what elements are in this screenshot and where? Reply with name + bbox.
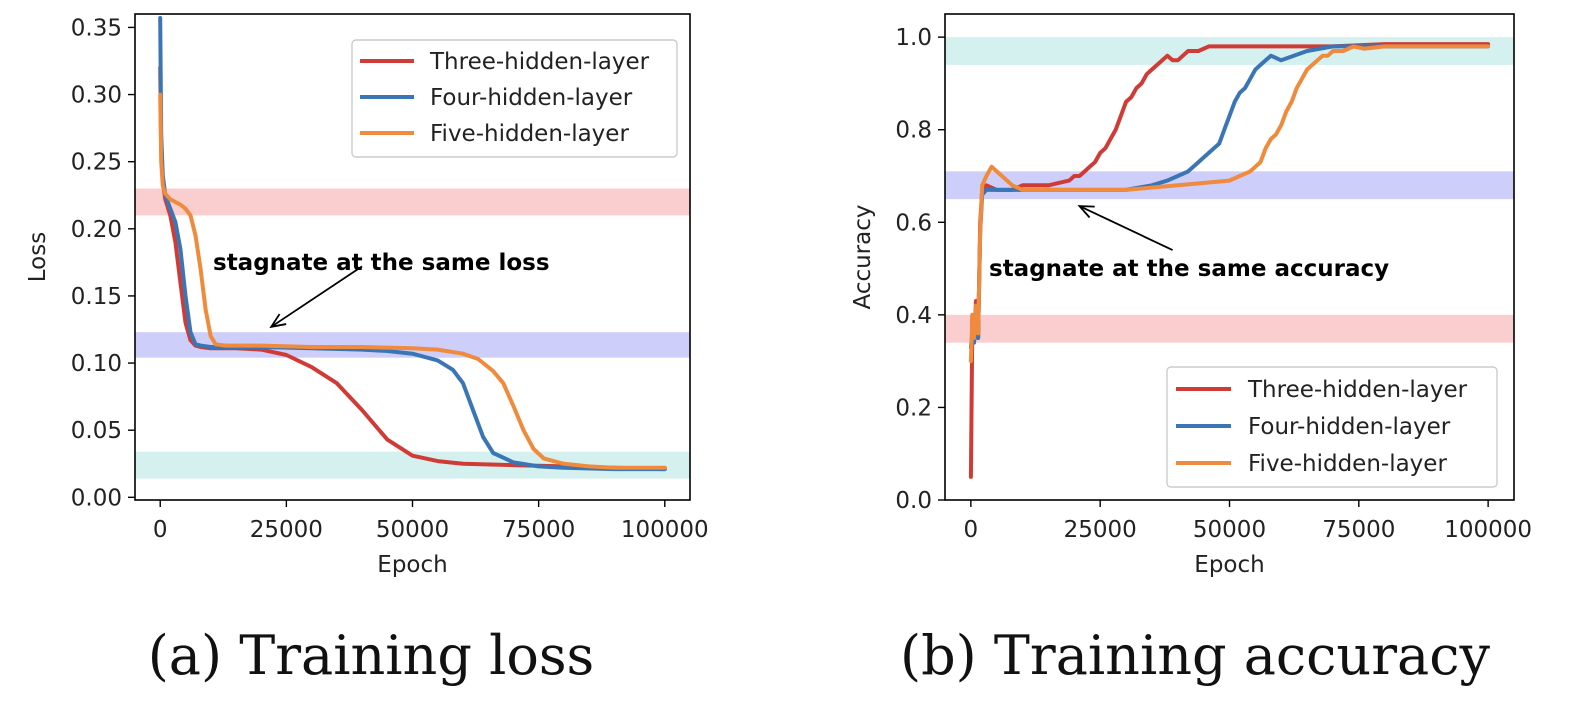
- legend-label: Five-hidden-layer: [1248, 451, 1447, 477]
- highlight-band-1: [945, 37, 1514, 65]
- annotation-arrowhead: [269, 313, 287, 329]
- y-tick-label: 0.35: [71, 15, 122, 41]
- legend-label: Three-hidden-layer: [1247, 377, 1468, 403]
- y-tick-label: 0.0: [895, 488, 932, 514]
- caption-training-accuracy: (b) Training accuracy: [900, 624, 1490, 687]
- x-tick-label: 50000: [376, 517, 449, 543]
- y-tick-label: 0.4: [895, 303, 932, 329]
- legend-label: Four-hidden-layer: [430, 85, 633, 111]
- y-tick-label: 0.20: [71, 217, 122, 243]
- legend-box: [1166, 366, 1498, 488]
- x-tick-label: 100000: [1444, 517, 1532, 543]
- annotation-text: stagnate at the same loss: [213, 250, 550, 276]
- y-tick-label: 0.8: [895, 118, 932, 144]
- y-tick-label: 0.2: [895, 395, 932, 421]
- y-axis-label: Accuracy: [850, 204, 876, 309]
- y-tick-label: 1.0: [895, 25, 932, 51]
- caption-training-loss: (a) Training loss: [148, 624, 595, 687]
- y-tick-label: 0.25: [71, 150, 122, 176]
- y-tick-label: 0.05: [71, 418, 122, 444]
- x-tick-label: 25000: [1064, 517, 1137, 543]
- annotation-arrow: [270, 265, 363, 328]
- legend-label: Four-hidden-layer: [1248, 414, 1451, 440]
- annotation-arrow: [1079, 205, 1173, 251]
- annotation-text: stagnate at the same accuracy: [989, 256, 1389, 282]
- annotation-arrowhead: [1077, 205, 1095, 219]
- series-line-three-hidden-layer: [968, 42, 1491, 479]
- legend-label: Five-hidden-layer: [430, 121, 629, 147]
- highlight-band-1: [135, 188, 690, 216]
- y-axis-label: Loss: [25, 232, 51, 282]
- panel-training-loss: 0 25000 50000 75000 100000 0.00 0.05 0.10 0.15 0.…: [25, 13, 709, 578]
- x-tick-label: 0: [964, 517, 979, 543]
- y-tick-label: 0.30: [71, 83, 122, 109]
- x-axis-label: Epoch: [1194, 552, 1264, 578]
- y-tick-label: 0.15: [71, 284, 122, 310]
- y-tick-label: 0.6: [895, 210, 932, 236]
- series-line-five-hidden-layer: [968, 44, 1491, 364]
- highlight-band-3: [945, 314, 1514, 343]
- legend-box: [351, 39, 678, 158]
- y-tick-label: 0.00: [71, 485, 122, 511]
- x-tick-label: 75000: [502, 517, 575, 543]
- panel-training-accuracy: 0 25000 50000 75000 100000 0.0 0.2 0.4 0.6 0.8 1.0…: [850, 13, 1532, 578]
- series-line-five-hidden-layer: [158, 92, 667, 470]
- x-tick-label: 50000: [1193, 517, 1266, 543]
- y-tick-label: 0.10: [71, 351, 122, 377]
- x-tick-label: 75000: [1322, 517, 1395, 543]
- x-tick-label: 25000: [250, 517, 323, 543]
- x-axis-label: Epoch: [377, 552, 447, 578]
- legend-label: Three-hidden-layer: [429, 49, 650, 75]
- x-tick-label: 0: [153, 517, 168, 543]
- x-tick-label: 100000: [621, 517, 709, 543]
